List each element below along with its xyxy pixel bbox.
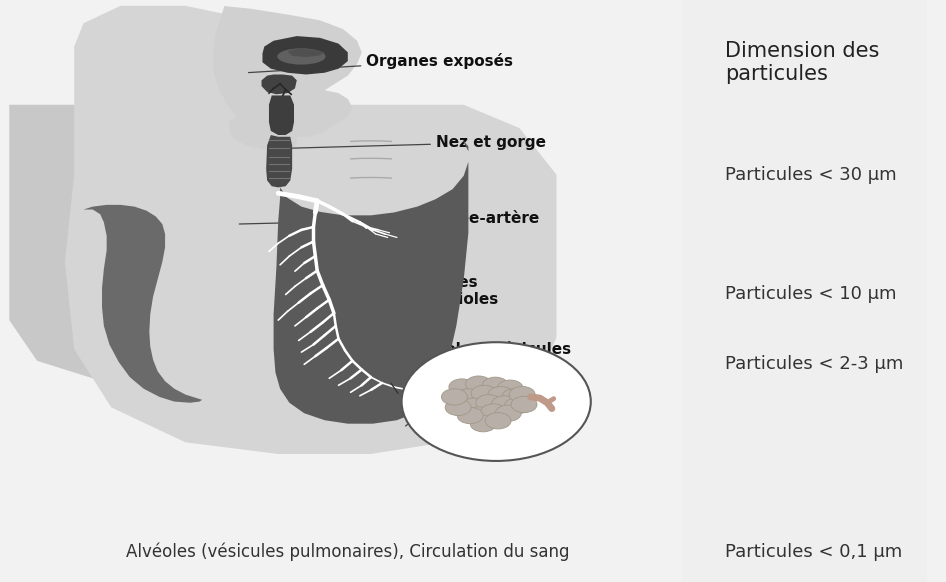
- Polygon shape: [9, 105, 120, 378]
- Polygon shape: [261, 74, 297, 94]
- Text: Trachée-artère: Trachée-artère: [239, 211, 540, 226]
- Ellipse shape: [277, 48, 325, 65]
- Circle shape: [481, 404, 506, 420]
- Text: Particules < 2-3 μm: Particules < 2-3 μm: [726, 355, 903, 372]
- Text: Bronches
Bronchioles: Bronches Bronchioles: [290, 275, 499, 307]
- Bar: [682, 0, 927, 582]
- Circle shape: [509, 386, 535, 403]
- Text: Alvéoles (vésicules
pulmonaires): Alvéoles (vésicules pulmonaires): [406, 342, 571, 426]
- Text: Nez et gorge: Nez et gorge: [286, 135, 546, 150]
- Polygon shape: [288, 49, 324, 57]
- Polygon shape: [262, 36, 348, 74]
- Circle shape: [511, 396, 537, 413]
- Circle shape: [449, 379, 475, 395]
- Polygon shape: [83, 205, 202, 403]
- Text: Alvéoles (vésicules pulmonaires), Circulation du sang: Alvéoles (vésicules pulmonaires), Circul…: [126, 542, 569, 561]
- Circle shape: [476, 395, 501, 411]
- Circle shape: [442, 389, 467, 405]
- Circle shape: [470, 416, 497, 432]
- Circle shape: [488, 386, 514, 403]
- Polygon shape: [229, 116, 297, 150]
- Circle shape: [497, 380, 523, 396]
- Polygon shape: [269, 95, 294, 135]
- Text: Organes exposés: Organes exposés: [249, 53, 514, 73]
- Text: Particules < 10 μm: Particules < 10 μm: [726, 285, 897, 303]
- Circle shape: [485, 413, 511, 429]
- Circle shape: [492, 396, 517, 412]
- Polygon shape: [65, 6, 556, 454]
- Polygon shape: [266, 135, 292, 187]
- Circle shape: [482, 377, 508, 393]
- Circle shape: [446, 399, 471, 416]
- Text: Particules < 30 μm: Particules < 30 μm: [726, 166, 897, 183]
- Circle shape: [496, 405, 521, 421]
- Polygon shape: [213, 6, 361, 137]
- Circle shape: [402, 342, 591, 461]
- Polygon shape: [273, 139, 468, 424]
- Circle shape: [455, 389, 482, 405]
- Circle shape: [504, 398, 531, 414]
- Circle shape: [457, 407, 483, 424]
- Text: Particules < 0,1 μm: Particules < 0,1 μm: [726, 543, 902, 560]
- Circle shape: [501, 389, 528, 405]
- Circle shape: [465, 407, 492, 423]
- Circle shape: [471, 385, 497, 402]
- Text: Dimension des
particules: Dimension des particules: [726, 41, 880, 84]
- Circle shape: [460, 398, 486, 414]
- Circle shape: [465, 376, 492, 392]
